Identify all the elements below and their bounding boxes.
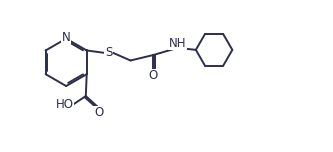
Text: S: S xyxy=(105,46,112,59)
Text: O: O xyxy=(149,69,158,82)
Text: N: N xyxy=(62,31,71,44)
Text: O: O xyxy=(94,106,103,119)
Text: HO: HO xyxy=(56,98,74,111)
Text: NH: NH xyxy=(169,37,186,50)
